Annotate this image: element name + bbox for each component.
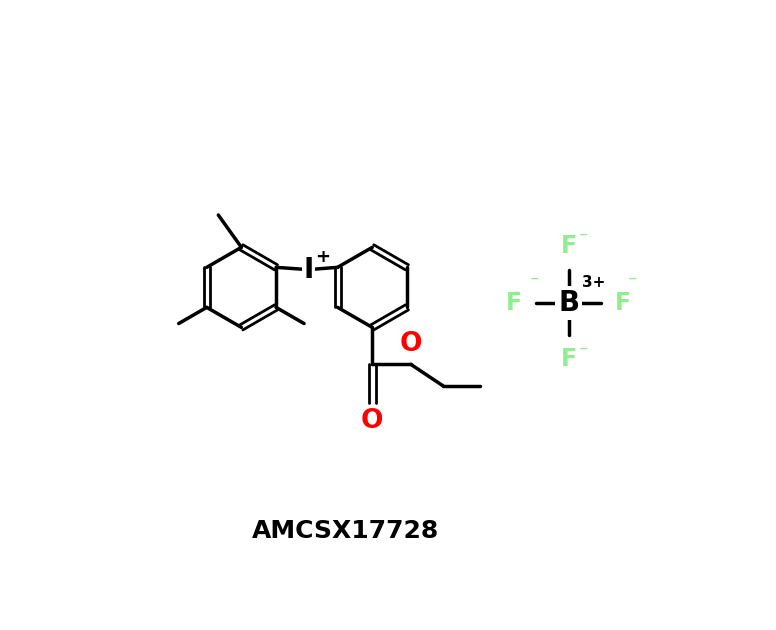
Text: +: +: [315, 248, 330, 266]
Text: F: F: [506, 291, 522, 315]
Text: O: O: [361, 408, 383, 434]
Text: ⁻: ⁻: [579, 343, 588, 362]
Text: 3+: 3+: [582, 275, 605, 290]
Text: ⁻: ⁻: [628, 274, 638, 292]
Text: F: F: [615, 291, 631, 315]
Text: AMCSX17728: AMCSX17728: [251, 520, 439, 544]
Text: ⁻: ⁻: [579, 230, 588, 248]
Text: B: B: [558, 289, 579, 317]
Text: F: F: [560, 347, 577, 372]
Text: I: I: [303, 256, 314, 284]
Text: ⁻: ⁻: [529, 274, 539, 292]
Text: O: O: [400, 331, 422, 357]
Text: F: F: [560, 234, 577, 258]
